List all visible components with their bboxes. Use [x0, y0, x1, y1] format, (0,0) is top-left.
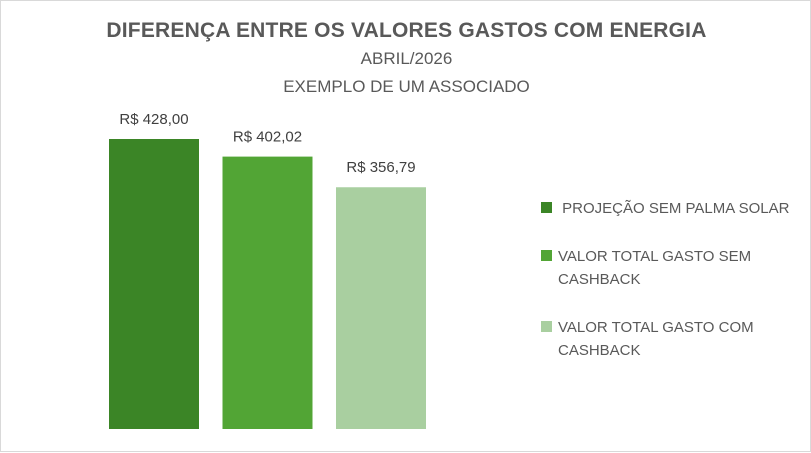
chart-title: DIFERENÇA ENTRE OS VALORES GASTOS COM EN… — [106, 19, 707, 42]
chart-subtitle-example: EXEMPLO DE UM ASSOCIADO — [283, 77, 530, 96]
legend-label-com-cashback: VALOR TOTAL GASTO COM CASHBACK — [558, 319, 754, 359]
legend-swatch-com-cashback — [541, 321, 552, 332]
data-label-sem-cashback: R$ 402,02 — [233, 129, 302, 146]
bar-projecao — [109, 139, 199, 429]
bar-sem-cashback — [222, 156, 313, 429]
legend-item-sem-cashback: VALOR TOTAL GASTO SEM CASHBACK — [541, 245, 801, 291]
legend-label-sem-cashback: VALOR TOTAL GASTO SEM CASHBACK — [558, 248, 752, 288]
legend-item-com-cashback: VALOR TOTAL GASTO COM CASHBACK — [541, 316, 801, 362]
data-label-projecao: R$ 428,00 — [119, 111, 188, 128]
legend-swatch-sem-cashback — [541, 250, 552, 261]
data-label-com-cashback: R$ 356,79 — [346, 159, 415, 176]
chart-legend: PROJEÇÃO SEM PALMA SOLAR VALOR TOTAL GAS… — [541, 197, 801, 387]
chart-subtitle-period: ABRIL/2026 — [360, 49, 453, 68]
bar-com-cashback — [336, 187, 426, 429]
legend-item-projecao: PROJEÇÃO SEM PALMA SOLAR — [541, 197, 801, 220]
legend-swatch-projecao — [541, 202, 552, 213]
legend-label-projecao: PROJEÇÃO SEM PALMA SOLAR — [558, 200, 790, 217]
